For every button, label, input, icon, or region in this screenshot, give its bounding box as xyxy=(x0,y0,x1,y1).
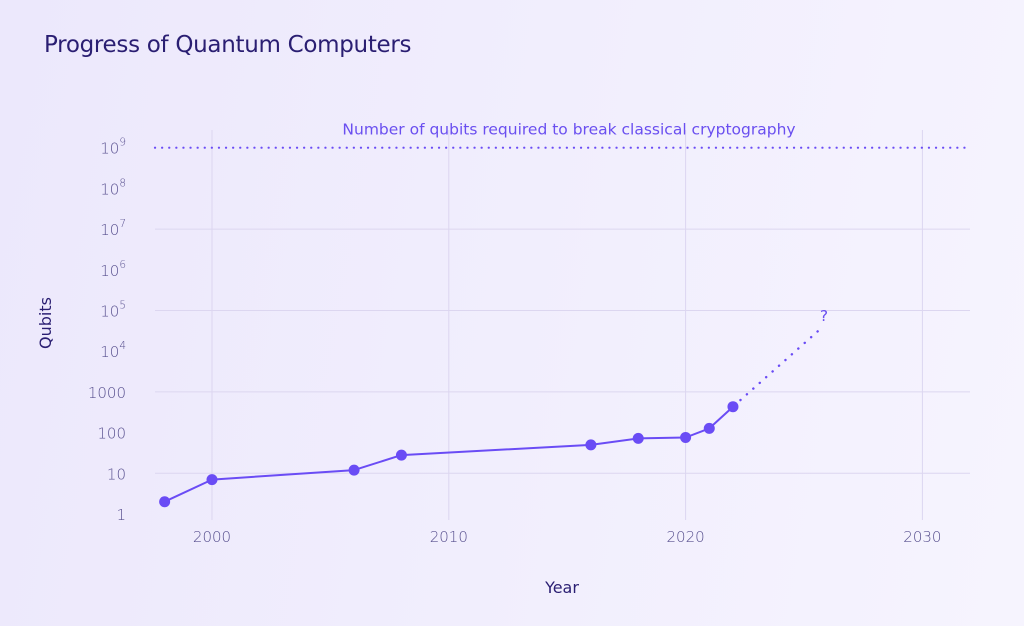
grid-lines xyxy=(155,130,970,520)
x-tick-label: 2020 xyxy=(667,528,705,546)
y-tick-label: 106 xyxy=(100,259,126,280)
y-tick-label: 10 xyxy=(107,465,126,483)
y-tick-label: 108 xyxy=(100,177,126,198)
data-point-marker[interactable] xyxy=(727,401,739,413)
data-point-marker[interactable] xyxy=(632,432,644,444)
threshold-label: Number of qubits required to break class… xyxy=(342,121,795,139)
chart-title: Progress of Quantum Computers xyxy=(44,32,412,58)
x-tick-label: 2010 xyxy=(430,528,468,546)
data-point-marker[interactable] xyxy=(703,422,715,434)
y-tick-label: 1 xyxy=(116,506,126,524)
y-tick-label: 100 xyxy=(97,425,126,443)
y-tick-label: 107 xyxy=(100,218,126,239)
y-tick-label: 1000 xyxy=(88,384,126,402)
threshold-line: Number of qubits required to break class… xyxy=(153,121,972,325)
data-point-marker[interactable] xyxy=(206,474,218,486)
y-tick-label: 104 xyxy=(100,340,126,361)
data-point-marker[interactable] xyxy=(348,464,360,476)
projection-dotted-line xyxy=(739,325,825,402)
y-axis-title: Qubits xyxy=(36,297,55,349)
x-axis-ticks: 2000 2010 2020 2030 xyxy=(193,528,942,546)
data-point-marker[interactable] xyxy=(585,439,597,451)
y-tick-label: 109 xyxy=(100,137,126,158)
y-axis-ticks: 1 10 100 1000 104 105 106 107 108 109 xyxy=(88,137,126,524)
data-point-marker[interactable] xyxy=(395,449,407,461)
data-point-marker[interactable] xyxy=(680,431,692,443)
y-tick-label: 105 xyxy=(100,300,126,321)
data-series xyxy=(159,325,825,508)
x-tick-label: 2000 xyxy=(193,528,231,546)
question-mark-annotation: ? xyxy=(820,307,828,325)
x-tick-label: 2030 xyxy=(903,528,941,546)
x-axis-title: Year xyxy=(544,578,579,597)
data-point-marker[interactable] xyxy=(159,496,171,508)
